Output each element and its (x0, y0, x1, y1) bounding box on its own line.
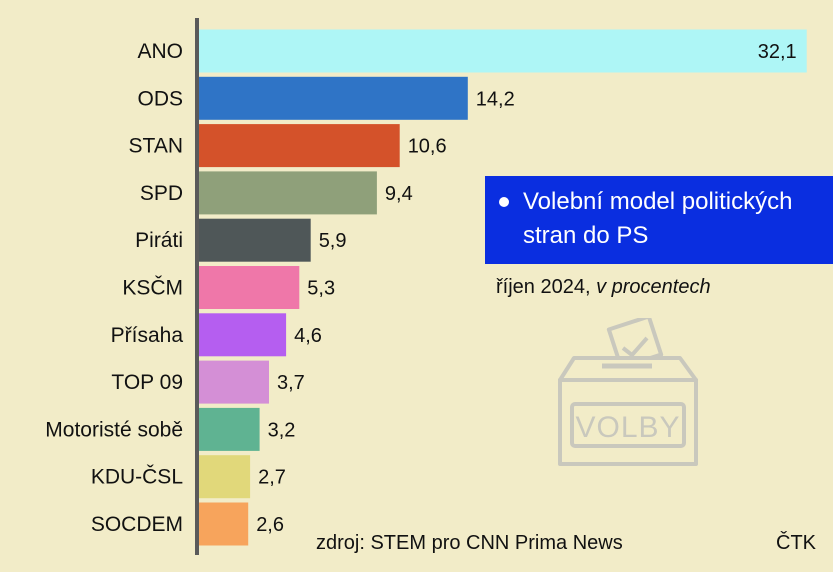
bar-ksčm (199, 266, 300, 309)
bar-stan (199, 124, 400, 168)
chart-title-box: Volební model politických stran do PS (485, 176, 833, 264)
value-label-ksčm: 5,3 (307, 278, 335, 300)
value-labels-group: 32,1 14,2 10,6 9,4 5,9 5,3 4,6 3,7 3,2 2,7 2,6 (256, 41, 797, 536)
value-label-ano: 32,1 (758, 41, 797, 63)
bullet-dot (499, 197, 509, 207)
chart-subtitle: říjen 2024, v procentech (496, 276, 711, 299)
bars-group (199, 29, 807, 546)
subtitle-unit: v procentech (596, 276, 711, 298)
subtitle-date: říjen 2024, (496, 276, 591, 298)
bar-top-09 (199, 360, 269, 404)
value-label-stan: 10,6 (408, 136, 447, 158)
bar-piráti (199, 218, 311, 262)
bar-ods (199, 76, 468, 120)
chart-title: Volební model politických stran do PS (523, 188, 793, 249)
category-label-ods: ODS (137, 87, 183, 110)
category-label-motoristé-sobě: Motoristé sobě (45, 418, 183, 441)
bar-socdem (199, 502, 249, 546)
category-label-ano: ANO (137, 40, 183, 63)
value-label-přísaha: 4,6 (294, 325, 322, 347)
value-label-socdem: 2,6 (256, 514, 284, 536)
bar-motoristé-sobě (199, 407, 260, 451)
bar-ano (199, 29, 807, 73)
value-label-motoristé-sobě: 3,2 (268, 419, 296, 441)
category-label-socdem: SOCDEM (91, 513, 183, 536)
value-label-ods: 14,2 (476, 88, 515, 110)
category-labels-group: ANO ODS STAN SPD Piráti KSČM Přísaha TOP 09 Moto… (45, 40, 183, 536)
category-label-stan: STAN (129, 135, 183, 158)
value-label-spd: 9,4 (385, 183, 413, 205)
category-label-ksčm: KSČM (122, 277, 183, 300)
bar-spd (199, 171, 377, 215)
ballot-box-label: VOLBY (575, 411, 680, 444)
value-label-piráti: 5,9 (319, 230, 347, 252)
agency-credit: ČTK (776, 532, 816, 554)
value-label-top-09: 3,7 (277, 372, 305, 394)
value-label-kdu-čsl: 2,7 (258, 467, 286, 489)
ballot-box-icon: VOLBY (558, 318, 698, 466)
bar-kdu-čsl (199, 455, 251, 499)
category-label-top-09: TOP 09 (111, 371, 183, 394)
category-label-piráti: Piráti (135, 229, 183, 252)
category-label-spd: SPD (140, 182, 183, 205)
bar-přísaha (199, 313, 287, 357)
category-label-kdu-čsl: KDU-ČSL (91, 466, 183, 489)
category-label-přísaha: Přísaha (111, 324, 184, 347)
source-note: zdroj: STEM pro CNN Prima News (316, 532, 623, 554)
